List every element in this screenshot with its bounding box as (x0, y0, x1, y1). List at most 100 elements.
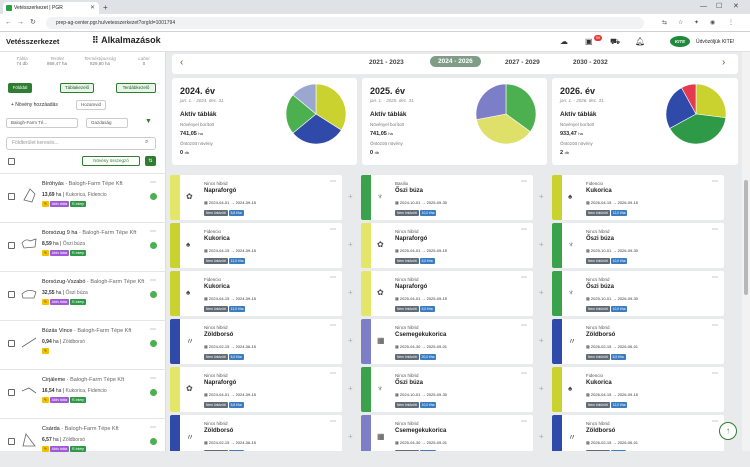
bookmark-star-icon[interactable]: ☆ (678, 20, 684, 26)
crop-card[interactable]: ♆ Basilio Őszi búza ▦ 2024-10-01 → 2025-09-… (361, 175, 533, 220)
pie-slice[interactable] (292, 83, 317, 115)
card-menu-icon[interactable]: ⋯ (330, 275, 336, 281)
pie-slice[interactable] (505, 83, 537, 133)
card-menu-icon[interactable]: ⋯ (521, 371, 527, 377)
edit-tag-icon[interactable]: ✎ (42, 397, 49, 403)
crop-card[interactable]: 〃 Nincs hibrid Zöldborsó ▦ 2026-02-15 → 202… (552, 415, 724, 451)
crop-card[interactable]: 〃 Nincs hibrid Zöldborsó ▦ 2024-02-15 → 202… (170, 415, 342, 451)
back-icon[interactable]: ← (5, 19, 12, 26)
crop-card[interactable]: ♠ Fidencio Kukorica ▦ 2024-04-15 → 2024-09-… (170, 223, 342, 268)
add-crop-plus-icon[interactable]: + (348, 336, 353, 345)
reload-icon[interactable]: ↻ (30, 19, 36, 26)
year-range-next2[interactable]: 2030 - 2032 (573, 59, 608, 66)
card-menu-icon[interactable]: ⋯ (712, 227, 718, 233)
card-menu-icon[interactable]: ⋯ (712, 275, 718, 281)
crop-card[interactable]: ♠ Fidencio Kukorica ▦ 2026-04-15 → 2026-09-… (552, 175, 724, 220)
field-row[interactable]: Cirjáleme · Balogh-Farm Tépe Kft 16,54 ha… (0, 369, 166, 418)
pie-slice[interactable] (285, 94, 317, 134)
card-menu-icon[interactable]: ⋯ (712, 179, 718, 185)
field-checkbox[interactable] (8, 242, 15, 249)
field-row[interactable]: Borsózug 9 ha · Balogh-Farm Tépe Kft 8,59… (0, 222, 166, 271)
add-crop-plus-icon[interactable]: + (539, 432, 544, 441)
crop-card[interactable]: ♠ Fidencio Kukorica ▦ 2026-04-15 → 2026-09-… (552, 367, 724, 412)
edit-tag-icon[interactable]: ✎ (42, 299, 49, 305)
add-crop-plus-icon[interactable]: + (539, 240, 544, 249)
field-menu-icon[interactable]: ⋯ (150, 180, 156, 186)
add-crop-button[interactable]: + Növény hozzáadás (11, 102, 58, 108)
close-window-icon[interactable]: ✕ (733, 3, 739, 10)
card-menu-icon[interactable]: ⋯ (712, 323, 718, 329)
filter-select[interactable]: Hozamvid (76, 100, 106, 110)
field-menu-icon[interactable]: ⋯ (150, 376, 156, 382)
search-icon[interactable]: ⌕ (145, 139, 149, 145)
fold-button[interactable]: Földdal (8, 83, 32, 93)
scrollbar-thumb[interactable] (744, 180, 748, 295)
field-menu-icon[interactable]: ⋯ (150, 425, 156, 431)
field-menu-icon[interactable]: ⋯ (150, 327, 156, 333)
translate-icon[interactable]: ⇆ (662, 20, 668, 26)
extensions-icon[interactable]: ✦ (694, 20, 700, 26)
field-row[interactable]: Bíróhyás · Balogh-Farm Tépe Kft 13,69 ha … (0, 173, 166, 222)
pie-slice[interactable] (665, 87, 697, 129)
add-crop-plus-icon[interactable]: + (539, 288, 544, 297)
crop-card[interactable]: ♆ Nincs hibrid Őszi búza ▦ 2025-10-01 → 202… (552, 223, 724, 268)
tables-button[interactable]: Táblakezelő (60, 83, 94, 93)
crop-summary-button[interactable]: Növény összegző (82, 156, 140, 166)
farm-select[interactable]: Balogh-Farm Té... (6, 118, 78, 128)
card-menu-icon[interactable]: ⋯ (521, 227, 527, 233)
prev-years-icon[interactable]: ‹ (180, 57, 184, 68)
add-crop-plus-icon[interactable]: + (539, 384, 544, 393)
user-greeting[interactable]: Üdvözöljük KITE! (696, 39, 735, 45)
field-menu-icon[interactable]: ⋯ (150, 278, 156, 284)
cloud-upload-icon[interactable]: ☁ (560, 37, 568, 46)
card-menu-icon[interactable]: ⋯ (521, 179, 527, 185)
card-menu-icon[interactable]: ⋯ (330, 227, 336, 233)
field-row[interactable]: Csárda · Balogh-Farm Tépe Kft 6,57 ha | Z… (0, 418, 166, 467)
add-crop-plus-icon[interactable]: + (348, 384, 353, 393)
edit-tag-icon[interactable]: ✎ (42, 446, 49, 452)
tractor-icon[interactable]: ⛟ (610, 37, 621, 46)
select-all-checkbox[interactable] (8, 158, 15, 165)
field-row[interactable]: Búzás Vince · Balogh-Farm Tépe Kft 0,94 h… (0, 320, 166, 369)
search-input[interactable]: Földterület keresés... (6, 137, 156, 150)
card-menu-icon[interactable]: ⋯ (330, 419, 336, 425)
card-menu-icon[interactable]: ⋯ (330, 179, 336, 185)
crop-card[interactable]: ♠ Fidencio Kukorica ▦ 2024-04-15 → 2024-09-… (170, 271, 342, 316)
crop-card[interactable]: ✿ Nincs hibrid Napraforgó ▦ 2025-04-01 → 20… (361, 271, 533, 316)
add-crop-plus-icon[interactable]: + (348, 288, 353, 297)
add-crop-plus-icon[interactable]: + (539, 192, 544, 201)
crop-card[interactable]: ♆ Nincs hibrid Őszi búza ▦ 2024-10-01 → 202… (361, 367, 533, 412)
new-tab-button[interactable]: + (103, 3, 108, 12)
crop-card[interactable]: ♆ Nincs hibrid Őszi búza ▦ 2025-10-01 → 202… (552, 271, 724, 316)
add-crop-plus-icon[interactable]: + (348, 192, 353, 201)
crop-card[interactable]: ✿ Nincs hibrid Napraforgó ▦ 2024-04-01 → 20… (170, 367, 342, 412)
year-range-prev[interactable]: 2021 - 2023 (369, 59, 404, 66)
minimize-icon[interactable]: — (700, 3, 707, 10)
edit-tag-icon[interactable]: ✎ (42, 250, 49, 256)
browser-menu-icon[interactable]: ⋮ (728, 20, 734, 26)
field-menu-icon[interactable]: ⋯ (150, 229, 156, 235)
pie-slice[interactable] (475, 83, 507, 120)
pie-slice[interactable] (476, 113, 531, 145)
profile-icon[interactable]: ◉ (710, 20, 716, 26)
card-menu-icon[interactable]: ⋯ (521, 323, 527, 329)
sort-button[interactable]: ⇅ (145, 156, 156, 166)
add-crop-plus-icon[interactable]: + (539, 336, 544, 345)
crop-card[interactable]: ▦ Nincs hibrid Csemegekukorica ▦ 2025-04-30… (361, 319, 533, 364)
plan-button[interactable]: Terdábkezelő (116, 83, 156, 93)
pie-slice[interactable] (292, 113, 342, 145)
edit-tag-icon[interactable]: ✎ (42, 348, 49, 354)
pie-slice[interactable] (695, 83, 727, 119)
crop-card[interactable]: ✿ Nincs hibrid Napraforgó ▦ 2025-04-01 → 20… (361, 223, 533, 268)
bell-icon[interactable]: 🔔︎ (635, 37, 646, 46)
crop-card[interactable]: ✿ Nincs hibrid Napraforgó ▦ 2024-04-01 → 20… (170, 175, 342, 220)
field-checkbox[interactable] (8, 291, 15, 298)
apps-menu[interactable]: ⠿ Alkalmazások (92, 35, 161, 45)
year-range-active[interactable]: 2024 - 2026 (430, 56, 481, 67)
add-crop-plus-icon[interactable]: + (348, 240, 353, 249)
browser-tab[interactable]: Vetésszerkezet | PGR ✕ (3, 2, 99, 14)
crop-card[interactable]: 〃 Nincs hibrid Zöldborsó ▦ 2026-02-15 → 202… (552, 319, 724, 364)
maximize-icon[interactable]: ☐ (716, 3, 723, 10)
notification-box-icon[interactable]: ▣ (585, 37, 593, 46)
field-checkbox[interactable] (8, 438, 15, 445)
